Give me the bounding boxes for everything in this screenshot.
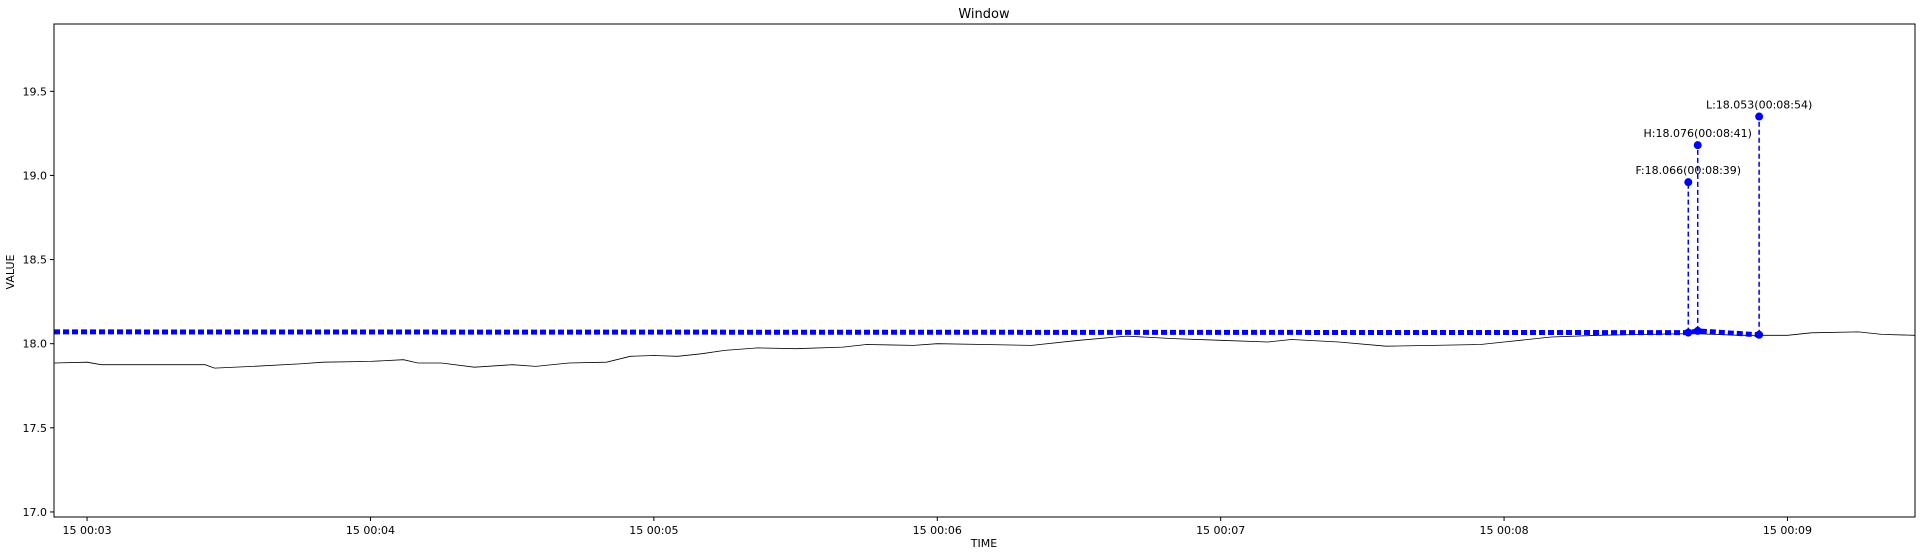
y-tick-label-0: 17.0 — [23, 506, 48, 519]
marker-label-1: H:18.076(00:08:41) — [1643, 127, 1751, 140]
marker-base-point-1 — [1693, 326, 1702, 335]
marker-layer: F:18.066(00:08:39) H:18.076(00:08:41) L:18… — [1635, 99, 1812, 339]
series-line-1 — [53, 328, 1760, 338]
y-tick-label-5: 19.5 — [23, 85, 48, 98]
y-tick-label-2: 18.0 — [23, 338, 48, 351]
x-tick-label-2: 15 00:05 — [629, 524, 678, 537]
series-layer — [53, 328, 1916, 369]
y-tick-label-4: 19.0 — [23, 169, 48, 182]
marker-top-point-2 — [1755, 112, 1764, 121]
marker-base-point-2 — [1755, 330, 1764, 339]
marker-top-point-1 — [1693, 141, 1702, 150]
plot-area — [54, 24, 1915, 517]
x-tick-label-6: 15 00:09 — [1763, 524, 1812, 537]
x-tick-label-4: 15 00:07 — [1196, 524, 1245, 537]
marker-label-0: F:18.066(00:08:39) — [1635, 164, 1741, 177]
marker-label-2: L:18.053(00:08:54) — [1706, 99, 1812, 112]
x-axis-ticks: 15 00:03 15 00:04 15 00:05 15 00:06 15 00:07… — [62, 517, 1812, 537]
x-tick-label-5: 15 00:08 — [1479, 524, 1528, 537]
y-tick-label-3: 18.5 — [23, 254, 48, 267]
y-tick-label-1: 17.5 — [23, 422, 48, 435]
plot-frame — [53, 23, 1916, 518]
y-axis-label: VALUE — [4, 254, 17, 289]
x-tick-label-1: 15 00:04 — [346, 524, 395, 537]
marker-base-point-0 — [1684, 328, 1693, 337]
x-axis-label: TIME — [970, 537, 997, 550]
marker-top-point-0 — [1684, 178, 1693, 187]
chart-title: Window — [958, 7, 1010, 22]
y-axis-ticks: 17.0 17.5 18.0 18.5 19.0 19.5 — [23, 85, 54, 519]
x-tick-label-0: 15 00:03 — [62, 524, 111, 537]
series-line-0 — [53, 331, 1916, 369]
x-tick-label-3: 15 00:06 — [913, 524, 962, 537]
